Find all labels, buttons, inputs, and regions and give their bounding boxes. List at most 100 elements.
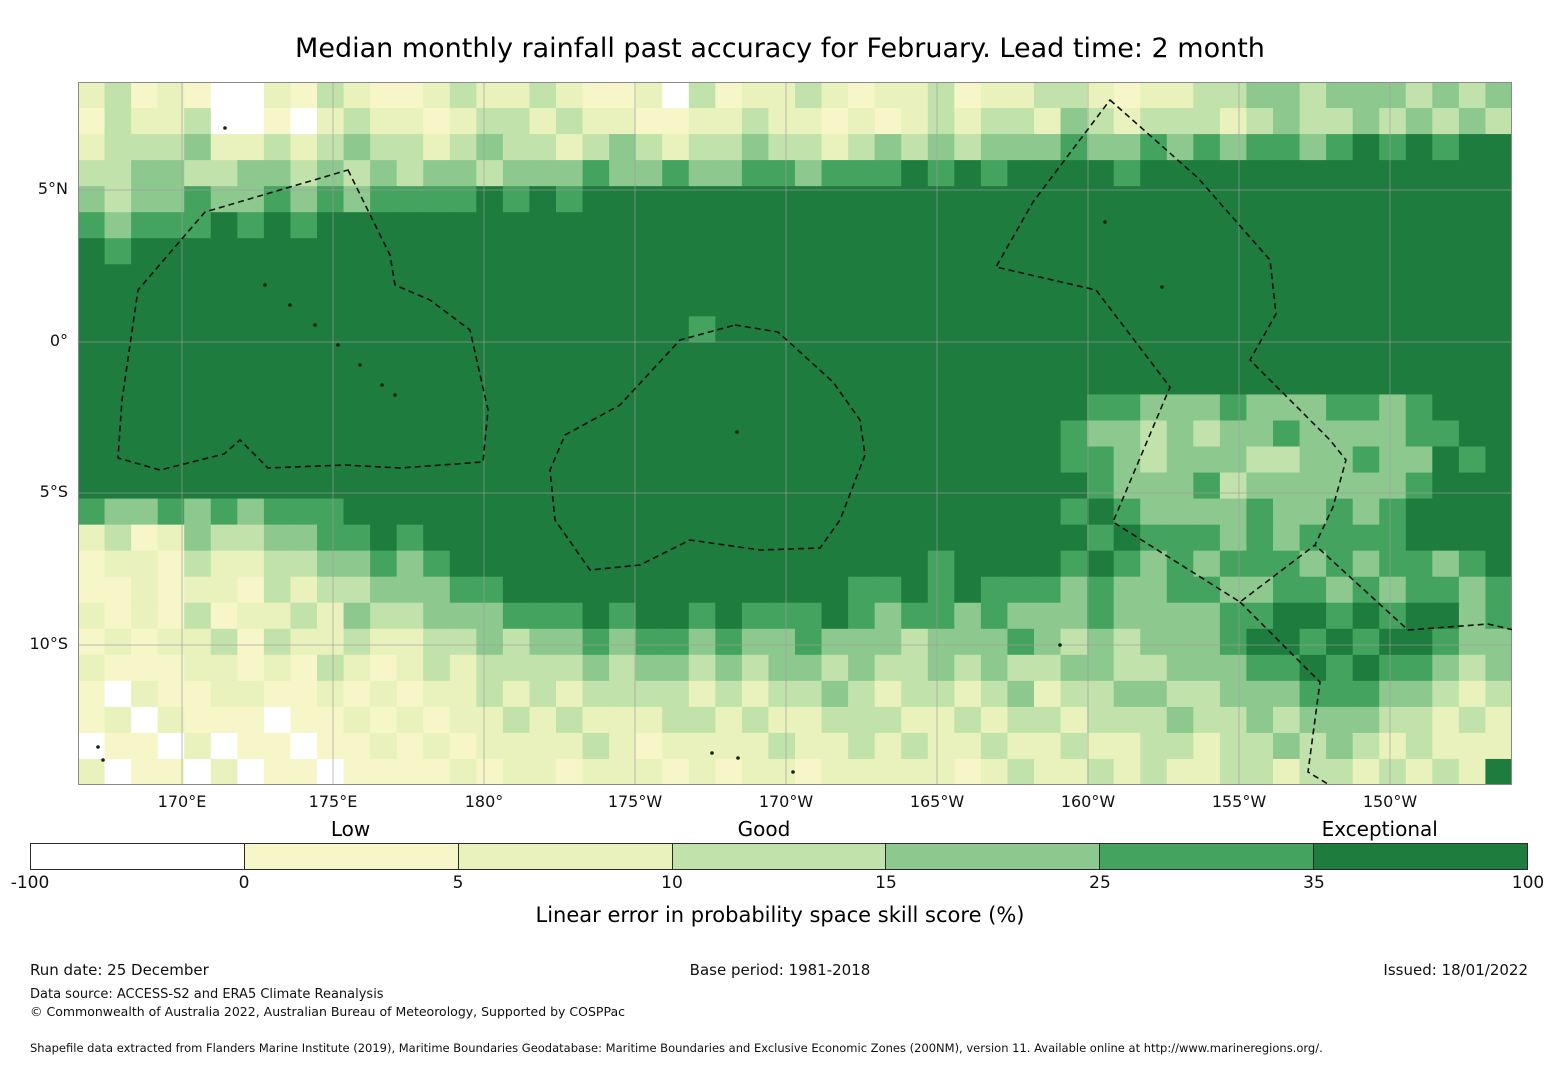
grid-cell [343,654,371,682]
grid-cell [1379,524,1407,552]
grid-cell [1326,238,1354,265]
grid-cell [980,498,1009,526]
island-mark [336,343,340,347]
grid-cell [715,342,743,370]
grid-cell [131,160,159,187]
grid-cell [927,602,955,630]
grid-cell [1087,316,1115,343]
grid-cell [1352,732,1380,760]
grid-cell [768,576,796,604]
grid-cell [901,680,929,708]
rainfall-skill-heatmap [78,82,1512,785]
grid-cell [237,316,265,343]
grid-cell [609,264,637,291]
grid-cell [1299,498,1327,526]
grid-cell [1352,368,1380,396]
grid-cell [78,212,106,239]
grid-cell [1405,550,1433,578]
grid-cell [476,550,504,578]
grid-cell [396,316,424,343]
grid-cell [980,394,1009,422]
grid-cell [502,628,531,656]
grid-cell [78,732,106,760]
grid-cell [78,654,106,682]
grid-cell [1379,394,1407,422]
grid-cell [263,238,292,265]
grid-cell [741,472,770,500]
grid-cell [1352,654,1380,682]
grid-cell [768,550,796,578]
grid-cell [901,368,929,396]
grid-cell [635,82,663,109]
grid-cell [184,524,212,552]
rainfall-skill-map [78,82,1512,785]
grid-cell [1113,342,1141,370]
grid-cell [1113,212,1141,239]
grid-cell [396,576,424,604]
grid-cell [1007,602,1035,630]
grid-cell [317,524,345,552]
grid-cell [449,368,477,396]
island-mark [380,383,384,387]
grid-cell [927,160,955,187]
grid-cell [1140,654,1168,682]
grid-cell [157,82,185,109]
colorbar-tick-label: 5 [452,873,464,893]
grid-cell [1432,732,1460,760]
grid-cell [1219,680,1248,708]
grid-cell [263,576,292,604]
grid-cell [1432,420,1460,448]
grid-cell [449,524,477,552]
grid-cell [1034,212,1062,239]
grid-cell [290,342,318,370]
grid-cell [874,368,902,396]
grid-cell [901,732,929,760]
grid-cell [795,186,823,213]
grid-cell [396,602,424,630]
grid-cell [1379,732,1407,760]
grid-cell [343,628,371,656]
grid-cell [741,680,770,708]
grid-cell [104,316,132,343]
grid-cell [1060,680,1088,708]
grid-cell [1352,238,1380,265]
grid-cell [1034,758,1062,785]
grid-cell [1379,368,1407,396]
grid-cell [821,420,849,448]
grid-cell [476,238,504,265]
grid-cell [1405,212,1433,239]
grid-cell [78,186,106,213]
grid-cell [1273,264,1301,291]
grid-cell [715,602,743,630]
grid-cell [104,264,132,291]
grid-cell [1485,446,1512,474]
grid-cell [317,238,345,265]
grid-cell [476,706,504,734]
grid-cell [556,394,584,422]
grid-cell [635,602,663,630]
grid-cell [396,628,424,656]
grid-cell [237,472,265,500]
grid-cell [343,576,371,604]
grid-cell [768,446,796,474]
grid-cell [184,394,212,422]
grid-cell [1007,264,1035,291]
grid-cell [1458,342,1487,370]
grid-cell [582,420,610,448]
grid-cell [556,628,584,656]
grid-cell [848,108,876,135]
island-mark [96,745,100,749]
grid-cell [1060,524,1088,552]
grid-cell [1007,134,1035,161]
grid-cell [1087,446,1115,474]
grid-cell [449,186,477,213]
grid-cell [927,342,955,370]
grid-cell [795,264,823,291]
grid-cell [476,134,504,161]
grid-cell [104,134,132,161]
grid-cell [1060,238,1088,265]
grid-cell [795,394,823,422]
grid-cell [1326,706,1354,734]
grid-cell [449,758,477,785]
grid-cell [370,680,398,708]
